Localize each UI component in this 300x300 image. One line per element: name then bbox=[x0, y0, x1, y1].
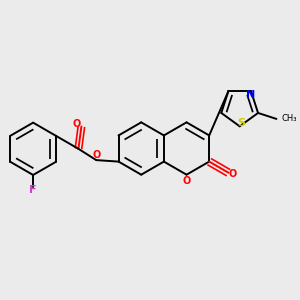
Text: O: O bbox=[228, 169, 236, 178]
Text: O: O bbox=[73, 118, 81, 128]
Text: O: O bbox=[182, 176, 191, 186]
Text: F: F bbox=[29, 185, 37, 195]
Text: O: O bbox=[92, 150, 100, 160]
Text: S: S bbox=[237, 118, 245, 128]
Text: CH₃: CH₃ bbox=[282, 114, 297, 123]
Text: N: N bbox=[246, 90, 255, 100]
